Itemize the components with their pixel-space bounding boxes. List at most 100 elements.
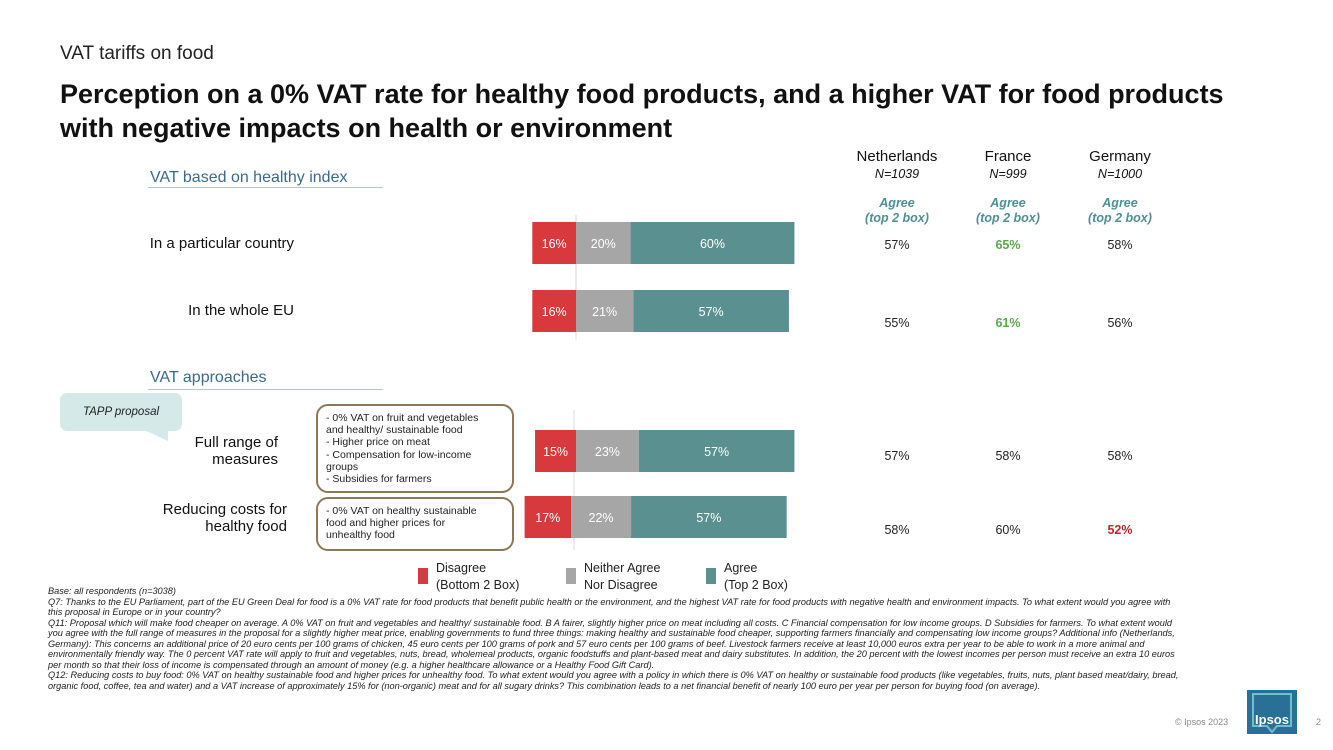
bar-data-label: 57% [696,511,721,525]
agree-head-line: (top 2 box) [976,211,1040,225]
bubble-tail [142,429,168,441]
bar-data-label: 21% [592,305,617,319]
section-approaches: VAT approaches [150,369,267,386]
section-healthy-index: VAT based on healthy index [150,169,348,186]
bar-data-label: 20% [591,237,616,251]
logo-mark [1252,693,1292,734]
footnote-base: Base: all respondents (n=3038) [48,586,176,596]
row-label: In a particular country [149,235,294,252]
bar-data-label: 22% [589,511,614,525]
bar-neither [576,290,634,332]
bar-agree [638,430,795,472]
table-value: 57% [884,449,910,463]
table-value: 61% [995,316,1021,330]
table-value: 52% [1107,523,1133,537]
table-value: 58% [884,523,910,537]
tapp-proposal-bubble: TAPP proposal [60,393,182,431]
bar-disagree [532,290,576,332]
row-label: Reducing costs for healthy food [162,501,287,535]
callout-line: - 0% VAT on healthy sustainable [326,505,477,517]
agree-head-line: (top 2 box) [1088,211,1152,225]
table-value: 57% [884,238,910,252]
ipsos-logo [1247,690,1297,734]
bar-neither [571,496,632,538]
callout-line: food and higher prices for [326,517,446,530]
bar-disagree [535,430,576,472]
bar-data-label: 16% [542,237,567,251]
callout-line: - 0% VAT on fruit and vegetables [326,412,479,424]
legend-item-agree: Agree (Top 2 Box) [724,560,788,594]
row-label: Full range of measures [194,434,278,468]
row-label: In the whole EU [188,302,294,319]
bar-data-label: 15% [543,445,568,459]
section-divider [148,187,383,188]
table-value: 65% [995,238,1021,252]
page-number: 2 [1316,717,1322,727]
legend-swatch [418,568,428,584]
page-kicker: VAT tariffs on food [60,43,214,64]
legend-label: Nor Disagree [584,578,658,592]
country-name: France [984,148,1032,165]
country-name: Netherlands [856,148,938,165]
callout-line: groups [326,460,359,473]
bar-data-label: 16% [542,305,567,319]
legend-item-disagree: Disagree (Bottom 2 Box) [436,560,519,594]
legend-item-neither: Neither Agree Nor Disagree [584,560,660,594]
bar-agree [631,496,787,538]
bar-data-label: 57% [704,445,729,459]
bar-data-label: 17% [535,511,560,525]
bar-agree [633,290,789,332]
callout-reducing-costs: - 0% VAT on healthy sustainable food and… [316,497,514,551]
table-value: 58% [995,449,1021,463]
legend-swatch [566,568,576,584]
bar-data-label: 60% [700,237,725,251]
stacked-bar-chart: 16% 20% 60% 16% 21% 57% 15% 23% 57% 17% 22% 57% [524,215,795,550]
table-value: 56% [1107,316,1133,330]
callout-line: - Higher price on meat [326,436,430,449]
callout-line: - Subsidies for farmers [326,473,432,486]
column-header-netherlands: Netherlands N=1039 [847,149,947,182]
callout-line: and healthy/ sustainable food [326,424,463,437]
agree-head-line: Agree [990,196,1026,210]
bar-agree [630,222,795,264]
agree-head-line: (top 2 box) [865,211,929,225]
table-value: 58% [1107,449,1133,463]
legend-label: Neither Agree [584,561,661,575]
agree-head-line: Agree [1102,196,1138,210]
agree-top2-header: Agree (top 2 box) [1070,196,1170,226]
footnote-q7: Q7: Thanks to the EU Parliament, part of… [48,596,1171,618]
agree-head-line: Agree [879,196,915,210]
callout-line: - Compensation for low-income [326,448,472,461]
table-value: 55% [884,316,910,330]
agree-top2-header: Agree (top 2 box) [958,196,1058,226]
legend-label: Disagree [436,561,487,575]
footnote-q12: Q12: Reducing costs to buy food: 0% VAT … [48,670,1179,691]
legend-label: (Bottom 2 Box) [436,578,520,592]
bar-neither [576,430,639,472]
legend-label: Agree [724,561,758,575]
logo-text: Ipsos [1255,712,1289,727]
bar-neither [576,222,631,264]
footnotes: Base: all respondents (n=3038) Q7: Thank… [48,586,1183,691]
sample-size: N=1039 [874,167,920,181]
page-title: Perception on a 0% VAT rate for healthy … [60,79,1224,143]
sample-size: N=1000 [1097,167,1143,181]
callout-line: unhealthy food [326,529,395,542]
country-name: Germany [1089,148,1151,165]
sample-size: N=999 [989,167,1027,181]
legend-label: (Top 2 Box) [724,578,788,592]
table-value: 58% [1107,238,1133,252]
copyright: © Ipsos 2023 [1175,717,1229,727]
callout-full-range: - 0% VAT on fruit and vegetables and hea… [316,404,514,493]
bar-disagree [524,496,571,538]
bar-data-label: 23% [595,445,620,459]
agree-top2-header: Agree (top 2 box) [847,196,947,226]
column-header-france: France N=999 [958,149,1058,182]
bar-data-label: 57% [699,305,724,319]
section-divider [148,389,383,390]
table-value: 60% [995,523,1021,537]
footnote-q11: Q11: Proposal which will make food cheap… [48,617,1175,670]
legend-swatch [706,568,716,584]
bar-disagree [532,222,576,264]
column-header-germany: Germany N=1000 [1070,149,1170,182]
